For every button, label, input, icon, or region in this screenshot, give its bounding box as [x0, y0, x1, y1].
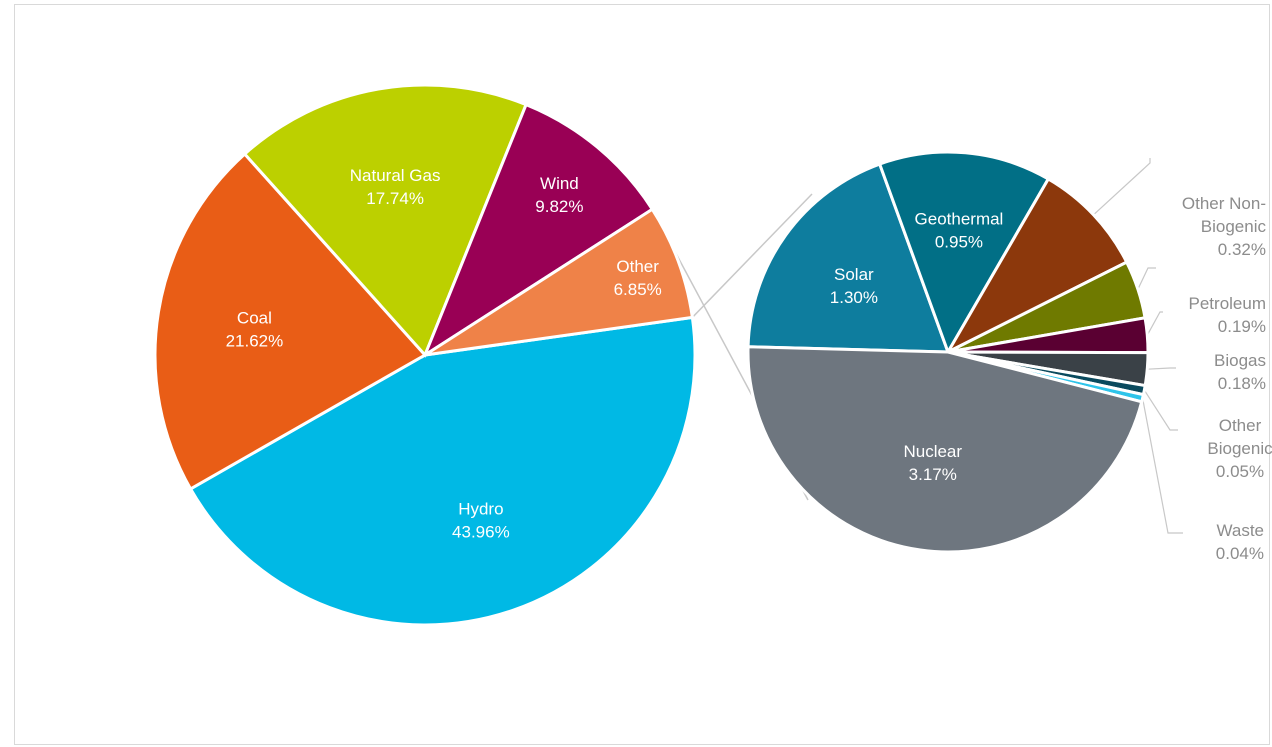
data-label-waste: Waste 0.04%: [1216, 521, 1264, 563]
data-label-other: Other 6.85%: [614, 257, 662, 299]
data-label-other-non-biogenic: Other Non-Biogenic 0.32%: [1182, 194, 1267, 259]
data-label-petroleum: Petroleum 0.19%: [1189, 294, 1266, 336]
slice-other: [424, 207, 695, 357]
data-label-solar: Solar 1.30%: [830, 265, 878, 307]
slice-coal: [153, 151, 428, 491]
slice-hydro: [188, 315, 697, 627]
data-label-hydro: Hydro 43.96%: [452, 500, 510, 542]
data-label-nuclear: Nuclear 3.17%: [903, 442, 962, 484]
slice-natural-gas: [242, 83, 529, 358]
data-label-natural-gas: Natural Gas 17.74%: [350, 166, 441, 208]
other-breakdown-pie: [746, 150, 1150, 554]
data-label-biogas: Biogas 0.18%: [1214, 351, 1266, 393]
leader-line-waste: [1142, 398, 1183, 534]
leader-line-other-non-biogenic: [1137, 267, 1156, 290]
data-label-wind: Wind 9.82%: [535, 174, 583, 216]
leader-line-petroleum: [1146, 311, 1163, 336]
leader-line-biogas: [1147, 367, 1176, 370]
slice-unlabeled: [944, 176, 1129, 356]
slice-nuclear: [746, 345, 1144, 554]
connector-line-top: [691, 193, 813, 318]
slice-geothermal: [877, 150, 1051, 356]
slice-wind: [421, 102, 655, 359]
data-label-other-biogenic: Other Biogenic 0.05%: [1207, 416, 1272, 481]
data-label-coal: Coal 21.62%: [226, 308, 284, 350]
data-label-geothermal: Geothermal 0.95%: [915, 209, 1004, 251]
main-pie: [153, 83, 697, 627]
slice-solar: [746, 162, 951, 354]
leader-line-other-biogenic: [1143, 389, 1178, 431]
leader-line-unlabeled: [1093, 158, 1151, 216]
